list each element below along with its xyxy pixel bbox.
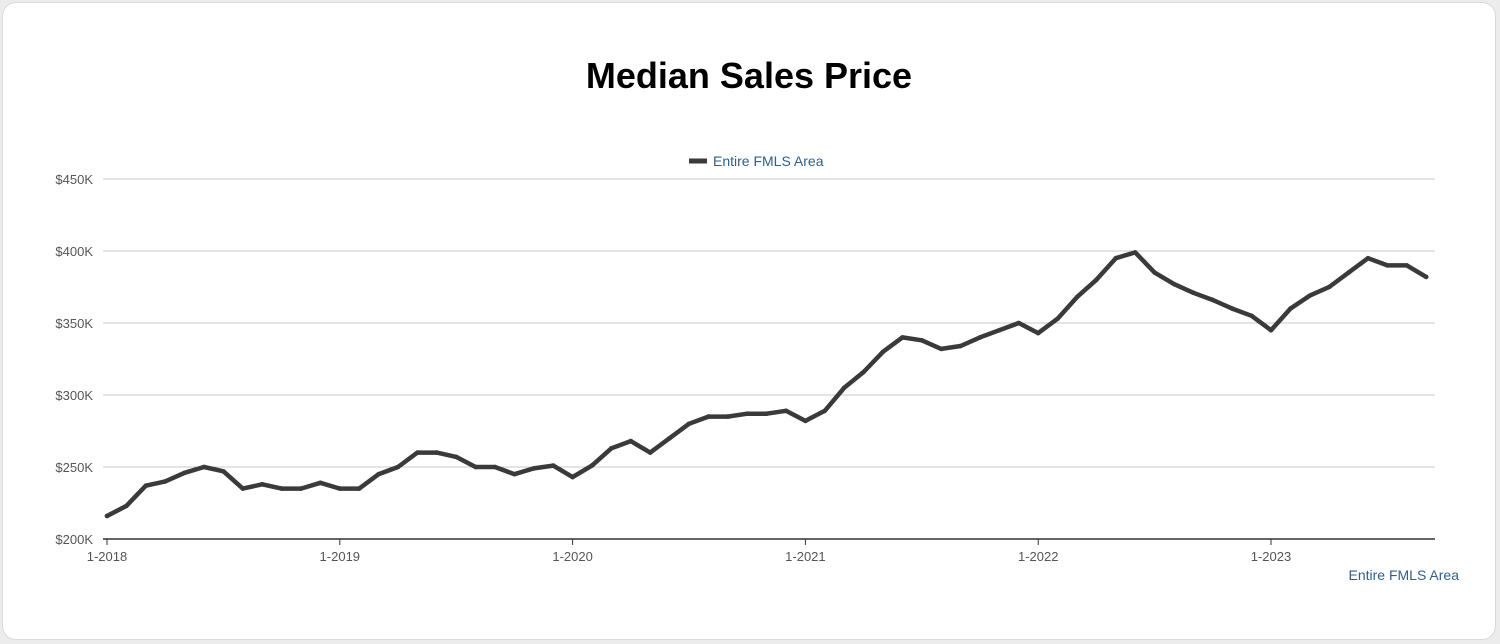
data-point[interactable]	[1229, 306, 1235, 311]
data-point[interactable]	[822, 408, 828, 414]
data-point[interactable]	[1268, 327, 1274, 333]
data-point[interactable]	[1249, 313, 1254, 319]
x-tick-label: 1-2019	[320, 549, 360, 564]
data-point[interactable]	[997, 327, 1002, 333]
data-point[interactable]	[1365, 255, 1371, 261]
data-point[interactable]	[221, 469, 226, 474]
gridlines	[103, 178, 1435, 540]
data-point[interactable]	[958, 343, 963, 349]
data-point[interactable]	[628, 438, 634, 444]
data-point[interactable]	[1346, 270, 1351, 275]
data-point[interactable]	[803, 418, 808, 424]
line-chart: $200K$250K$300K$350K$400K$450K 1-2018 1-2…	[55, 153, 1460, 583]
x-tick-label: 1-2020	[552, 549, 592, 564]
data-point[interactable]	[104, 513, 110, 519]
x-tick-label: 1-2022	[1018, 549, 1058, 564]
data-point[interactable]	[337, 486, 343, 491]
data-point[interactable]	[143, 483, 149, 489]
data-point[interactable]	[1152, 270, 1157, 275]
data-point[interactable]	[861, 369, 866, 375]
data-point[interactable]	[512, 471, 517, 477]
data-point[interactable]	[977, 335, 983, 340]
y-tick-label: $300K	[55, 388, 93, 403]
data-point[interactable]	[900, 335, 905, 340]
data-point[interactable]	[1016, 320, 1022, 326]
x-tick-label: 1-2023	[1251, 549, 1291, 564]
data-point[interactable]	[1171, 281, 1177, 287]
data-point[interactable]	[880, 349, 886, 355]
x-tick-label: 1-2021	[785, 549, 825, 564]
data-point[interactable]	[570, 474, 575, 480]
data-point[interactable]	[1307, 293, 1313, 298]
series-line-entire-fmls-area	[104, 250, 1429, 519]
y-axis-ticks: $200K $250K $300K $350K $400K $450K	[55, 172, 93, 547]
x-axis-ticks: 1-2018 1-2019 1-2020 1-2021 1-2022 1-2023	[87, 539, 1291, 564]
series-footer-label: Entire FMLS Area	[1349, 567, 1460, 583]
data-point[interactable]	[318, 480, 323, 486]
data-point[interactable]	[415, 450, 420, 455]
y-tick-label: $450K	[55, 172, 93, 187]
data-point[interactable]	[473, 464, 478, 470]
x-tick-label: 1-2018	[87, 549, 127, 564]
data-point[interactable]	[1113, 255, 1119, 261]
data-point[interactable]	[550, 463, 556, 468]
data-point[interactable]	[279, 486, 284, 491]
legend-label[interactable]: Entire FMLS Area	[713, 153, 824, 169]
y-tick-label: $400K	[55, 244, 93, 259]
data-point[interactable]	[298, 486, 304, 491]
data-point[interactable]	[395, 464, 401, 470]
y-tick-label: $350K	[55, 316, 93, 331]
data-point[interactable]	[240, 486, 246, 491]
data-point[interactable]	[706, 414, 711, 419]
data-point[interactable]	[182, 470, 187, 476]
data-point[interactable]	[589, 463, 595, 468]
data-point[interactable]	[667, 435, 672, 441]
data-point[interactable]	[356, 486, 362, 491]
data-point[interactable]	[744, 411, 750, 417]
data-point[interactable]	[434, 450, 440, 455]
data-point[interactable]	[1326, 284, 1332, 290]
legend[interactable]: Entire FMLS Area	[689, 153, 824, 169]
data-point[interactable]	[201, 464, 207, 470]
data-point[interactable]	[841, 385, 847, 391]
data-point[interactable]	[1055, 316, 1060, 321]
data-point[interactable]	[1210, 297, 1216, 303]
data-point[interactable]	[1094, 277, 1099, 283]
data-point[interactable]	[259, 481, 265, 487]
data-point[interactable]	[1385, 263, 1390, 268]
data-point[interactable]	[1191, 290, 1196, 296]
data-point[interactable]	[1423, 274, 1429, 280]
data-point[interactable]	[764, 411, 769, 417]
data-point[interactable]	[686, 421, 692, 427]
data-point[interactable]	[1404, 263, 1410, 268]
data-point[interactable]	[783, 408, 789, 414]
data-point[interactable]	[453, 454, 459, 460]
data-point[interactable]	[1074, 294, 1080, 300]
data-point[interactable]	[1035, 330, 1041, 336]
data-point[interactable]	[492, 464, 498, 470]
data-point[interactable]	[938, 346, 944, 352]
data-point[interactable]	[647, 450, 653, 455]
data-point[interactable]	[531, 466, 537, 471]
series-lines	[104, 250, 1429, 519]
data-point[interactable]	[1132, 250, 1138, 255]
data-point[interactable]	[376, 471, 381, 477]
data-point[interactable]	[1288, 306, 1293, 311]
data-point[interactable]	[124, 503, 129, 509]
data-point[interactable]	[725, 414, 731, 419]
data-point[interactable]	[919, 337, 925, 343]
chart-title: Median Sales Price	[585, 55, 913, 96]
y-tick-label: $200K	[55, 532, 93, 547]
y-tick-label: $250K	[55, 460, 93, 475]
data-point[interactable]	[162, 479, 168, 484]
data-point[interactable]	[609, 445, 614, 451]
